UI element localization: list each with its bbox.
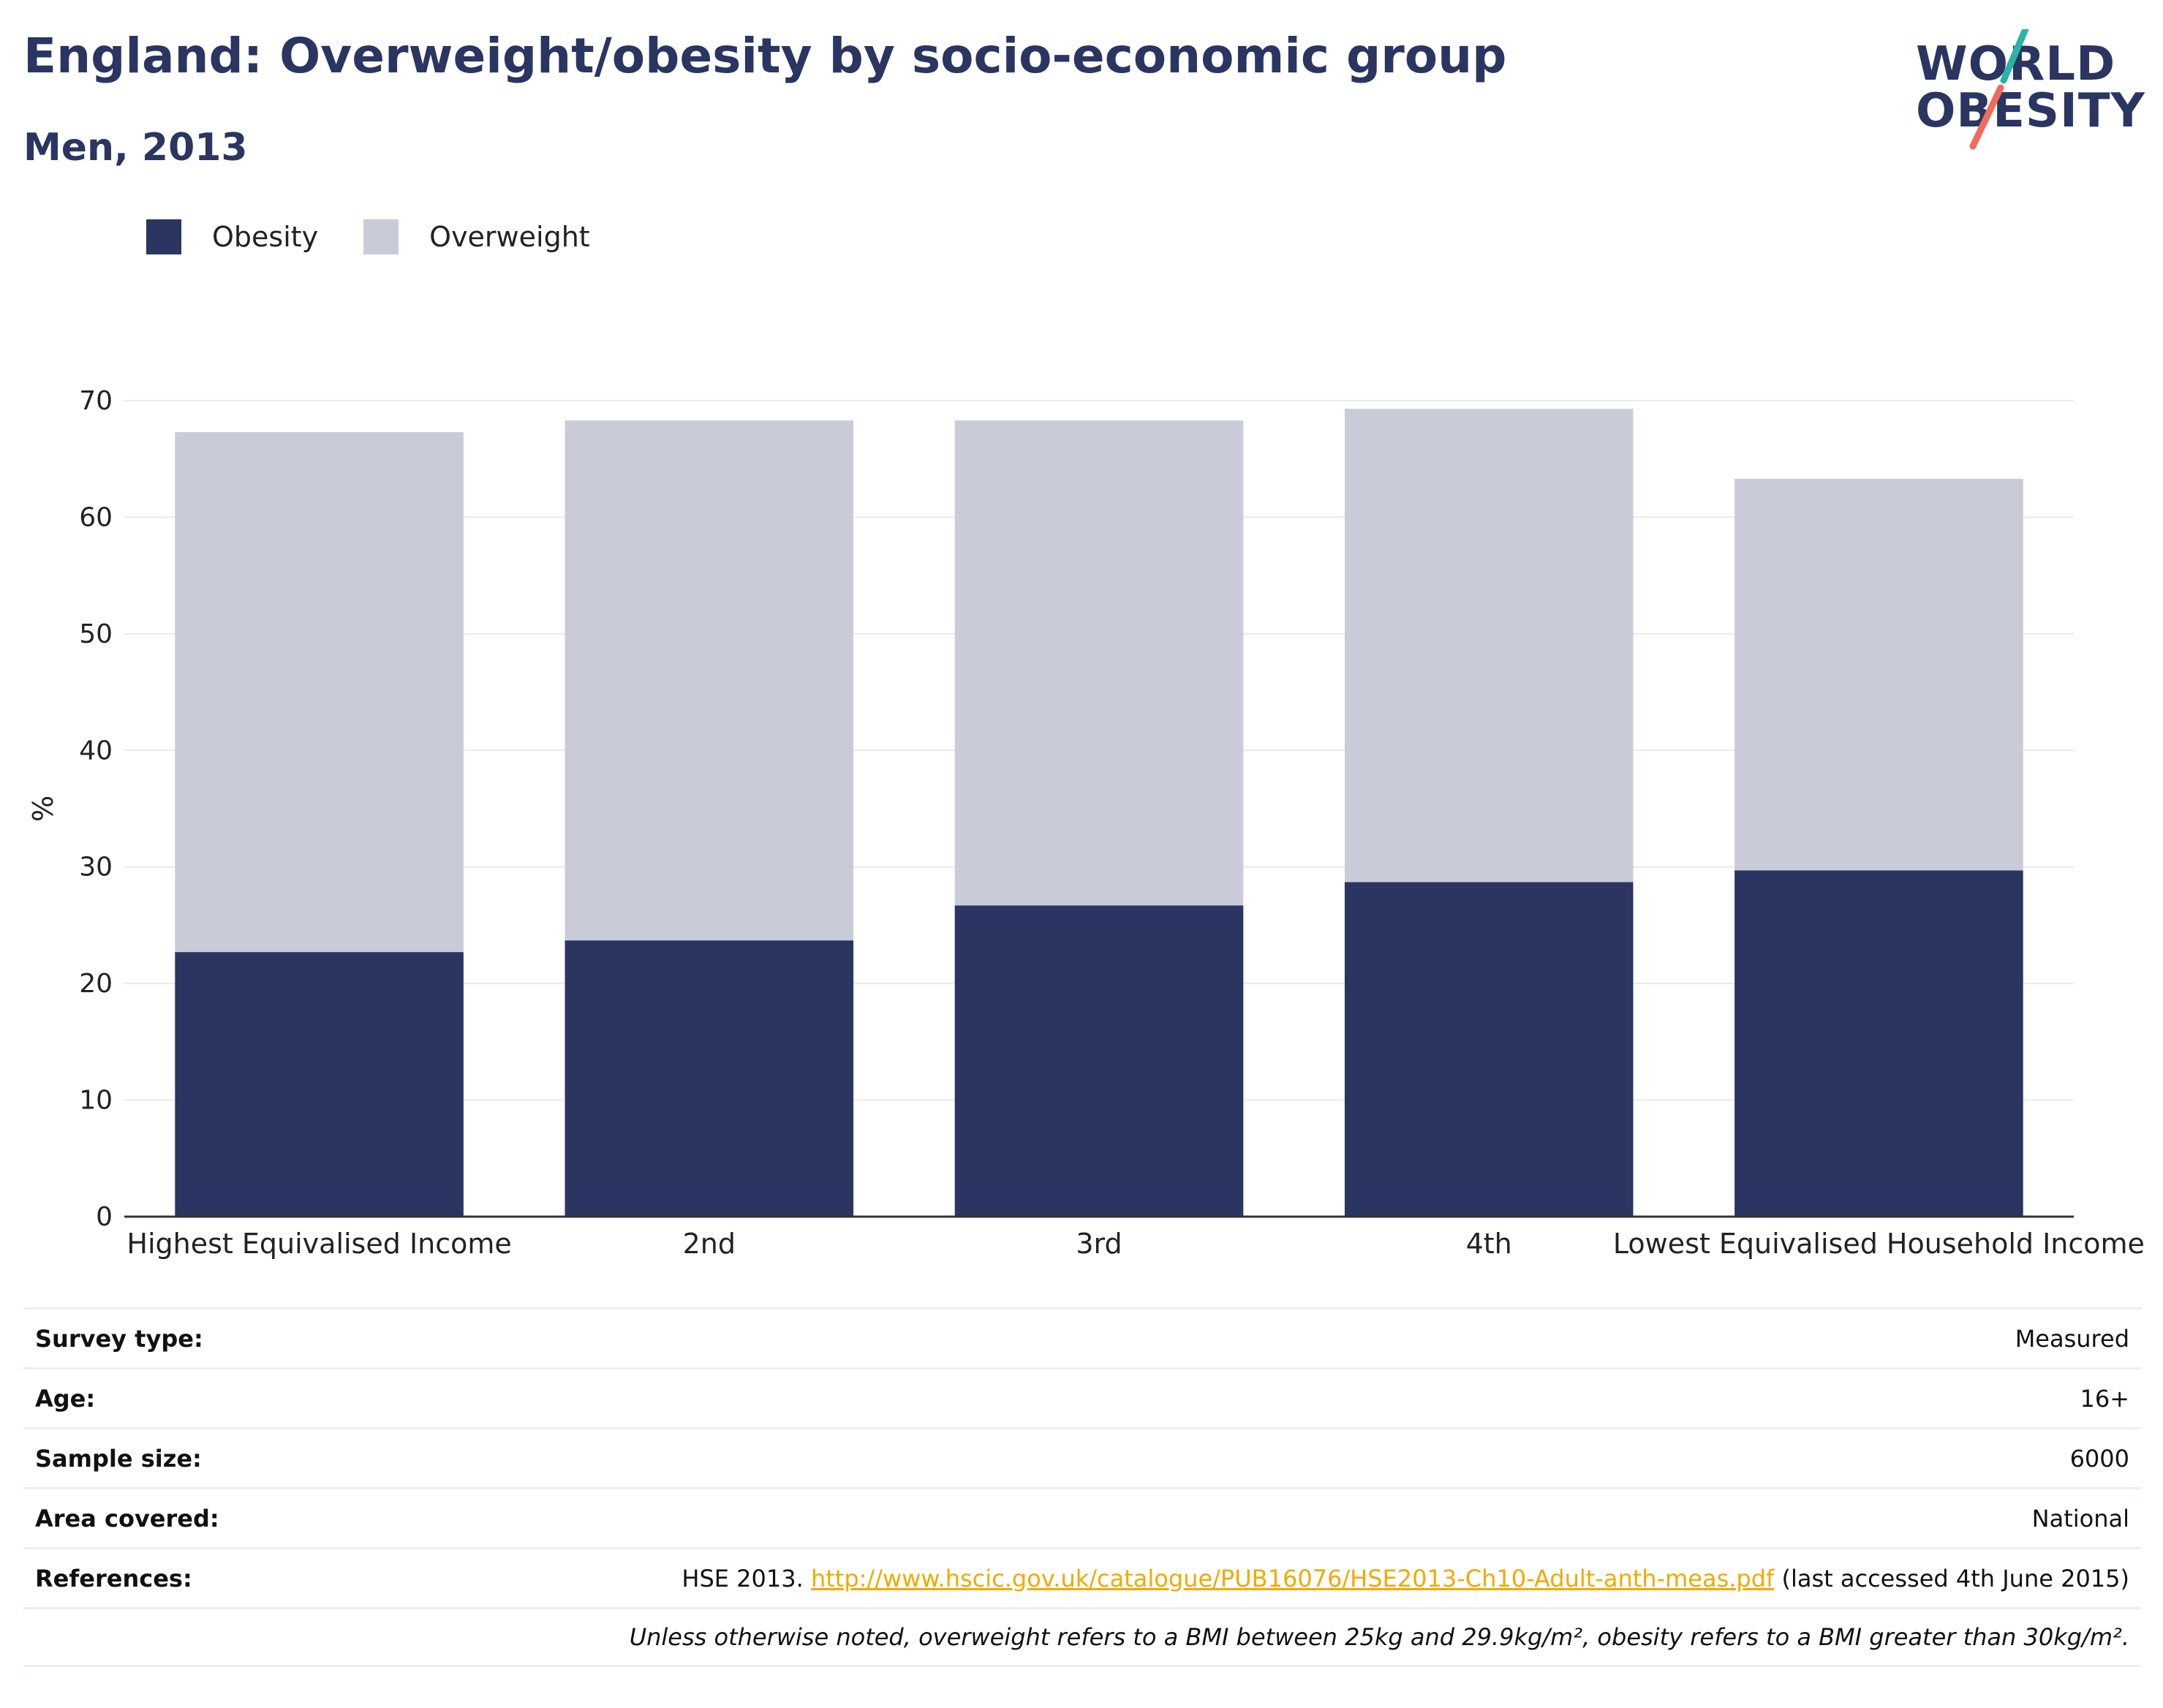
meta-label-sample-size: Sample size: bbox=[35, 1444, 202, 1473]
y-tick-label: 0 bbox=[96, 1202, 113, 1232]
y-tick-label: 30 bbox=[79, 853, 113, 883]
meta-label-area: Area covered: bbox=[35, 1504, 219, 1533]
meta-row-references: References: HSE 2013. http://www.hscic.g… bbox=[23, 1547, 2141, 1607]
y-tick-label: 50 bbox=[79, 619, 113, 649]
bar-obesity bbox=[565, 940, 854, 1217]
chart-legend: Obesity Overweight bbox=[146, 216, 635, 257]
bar-overweight bbox=[175, 432, 464, 953]
bmi-definition-note: Unless otherwise noted, overweight refer… bbox=[629, 1623, 2129, 1651]
y-tick-label: 20 bbox=[79, 969, 113, 999]
world-obesity-logo: WORLD OBESITY bbox=[1916, 29, 2150, 154]
y-tick-label: 70 bbox=[79, 386, 113, 416]
meta-value-area: National bbox=[2031, 1504, 2129, 1533]
x-tick-label: Lowest Equivalised Household Income bbox=[1613, 1228, 2145, 1260]
meta-value-sample-size: 6000 bbox=[2069, 1444, 2129, 1473]
meta-row-survey-type: Survey type: Measured bbox=[23, 1307, 2141, 1367]
chart-title: England: Overweight/obesity by socio-eco… bbox=[23, 28, 1507, 84]
meta-row-age: Age: 16+ bbox=[23, 1367, 2141, 1427]
stacked-bar-chart: 0 10 20 30 40 50 60 70% Highest Equivalised Inco… bbox=[27, 386, 2145, 1260]
y-tick-label: 10 bbox=[79, 1086, 113, 1116]
chart-subtitle: Men, 2013 bbox=[23, 126, 248, 170]
bar-overweight bbox=[954, 420, 1244, 906]
x-tick-label: Highest Equivalised Income bbox=[127, 1228, 511, 1260]
x-tick-label: 2nd bbox=[683, 1228, 736, 1260]
bar-overweight bbox=[1344, 409, 1634, 883]
x-tick-label: 3rd bbox=[1076, 1228, 1122, 1260]
legend-label-obesity: Obesity bbox=[212, 221, 319, 253]
y-tick-label: 40 bbox=[79, 736, 113, 766]
meta-label-references: References: bbox=[35, 1564, 192, 1592]
bar-obesity bbox=[1734, 870, 2023, 1217]
legend-item-obesity[interactable]: Obesity bbox=[146, 219, 318, 254]
reference-link[interactable]: http://www.hscic.gov.uk/catalogue/PUB160… bbox=[810, 1564, 1775, 1592]
bar-obesity bbox=[954, 905, 1244, 1217]
legend-item-overweight[interactable]: Overweight bbox=[363, 219, 590, 254]
y-axis-title: % bbox=[27, 796, 59, 822]
legend-swatch-obesity bbox=[146, 219, 181, 254]
legend-label-overweight: Overweight bbox=[429, 221, 590, 253]
meta-value-age: 16+ bbox=[2080, 1384, 2129, 1413]
meta-row-sample-size: Sample size: 6000 bbox=[23, 1427, 2141, 1487]
meta-row-area: Area covered: National bbox=[23, 1487, 2141, 1547]
survey-metadata-table: Survey type: Measured Age: 16+ Sample si… bbox=[23, 1307, 2141, 1667]
legend-swatch-overweight bbox=[363, 219, 399, 254]
y-tick-label: 60 bbox=[79, 502, 113, 532]
bar-overweight bbox=[1734, 478, 2023, 871]
bar-obesity bbox=[175, 952, 464, 1217]
meta-label-survey-type: Survey type: bbox=[35, 1324, 203, 1353]
meta-row-note: Unless otherwise noted, overweight refer… bbox=[23, 1607, 2141, 1667]
logo-text-obesity: OBESITY bbox=[1916, 84, 2145, 138]
meta-label-age: Age: bbox=[35, 1384, 96, 1413]
reference-suffix: (last accessed 4th June 2015) bbox=[1781, 1564, 2129, 1592]
x-tick-label: 4th bbox=[1466, 1228, 1512, 1260]
bar-overweight bbox=[565, 420, 854, 941]
reference-prefix: HSE 2013. bbox=[682, 1564, 804, 1592]
meta-value-survey-type: Measured bbox=[2015, 1324, 2129, 1353]
logo-slash-icon bbox=[1969, 29, 2029, 150]
meta-value-references: HSE 2013. http://www.hscic.gov.uk/catalo… bbox=[682, 1565, 2129, 1592]
bar-obesity bbox=[1344, 882, 1634, 1217]
